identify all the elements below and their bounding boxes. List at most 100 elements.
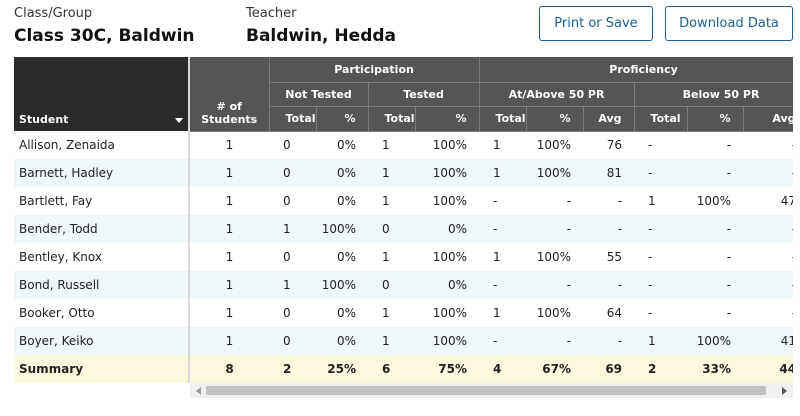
cell-aa-total: -	[493, 278, 498, 292]
teacher-name: Baldwin, Hedda	[246, 26, 397, 46]
cell-b-avg: -	[743, 243, 793, 271]
download-data-button[interactable]: Download Data	[665, 6, 793, 41]
not-tested-header: Not Tested	[269, 82, 369, 107]
cell-b-pct: -	[726, 222, 732, 236]
class-group-name: Class 30C, Baldwin	[14, 26, 195, 46]
cell-nt-pct: 0%	[336, 334, 356, 348]
cell-aa-avg: -	[617, 278, 623, 292]
cell-b-total: -	[648, 138, 653, 153]
cell-nt-total: 0	[283, 250, 291, 264]
cell-aa-total: 1	[493, 250, 501, 264]
cell-b-avg: -	[743, 215, 793, 243]
below-pct-header[interactable]: %	[687, 106, 744, 132]
cell-b-total: -	[648, 278, 653, 292]
cell-aa-total: 1	[493, 166, 501, 180]
cell-b-pct: -	[726, 306, 732, 320]
at-above-pct-header[interactable]: %	[526, 106, 584, 132]
cell-b-pct: 100%	[696, 194, 732, 208]
cell-t-total: 1	[382, 250, 390, 264]
cell-t-total: 1	[382, 334, 390, 348]
cell-t-pct: 0%	[447, 222, 468, 236]
cell-n: 1	[225, 138, 234, 153]
cell-aa-pct: 100%	[536, 250, 572, 264]
cell-nt-total: 0	[283, 334, 291, 348]
cell-b-total: 2	[648, 362, 657, 376]
cell-t-total: 6	[382, 362, 391, 376]
at-above-total-header[interactable]: Total	[479, 106, 527, 132]
cell-n: 1	[225, 166, 234, 180]
cell-nt-pct: 0%	[336, 250, 356, 264]
not-tested-total-header[interactable]: Total	[269, 106, 317, 132]
cell-nt-total: 0	[283, 194, 291, 208]
student-name: Booker, Otto	[14, 299, 190, 327]
cell-b-avg: 41	[780, 334, 793, 348]
student-name: Bentley, Knox	[14, 243, 190, 271]
horizontal-scrollbar[interactable]	[190, 383, 793, 398]
cell-b-avg: -	[743, 299, 793, 327]
at-above-avg-header[interactable]: Avg	[583, 106, 635, 132]
cell-b-avg: -	[743, 131, 793, 159]
student-name: Barnett, Hadley	[14, 159, 190, 187]
cell-nt-total: 1	[283, 222, 291, 236]
below-total-header[interactable]: Total	[634, 106, 688, 132]
cell-aa-total: -	[493, 222, 498, 236]
tested-pct-header[interactable]: %	[415, 106, 480, 132]
cell-aa-avg: 76	[606, 138, 623, 153]
proficiency-header: Proficiency	[479, 57, 793, 83]
cell-aa-pct: -	[566, 222, 572, 236]
below-avg-header[interactable]: Avg	[743, 106, 793, 132]
print-or-save-button[interactable]: Print or Save	[539, 6, 653, 41]
cell-n: 1	[225, 334, 234, 348]
cell-b-pct: -	[726, 250, 732, 264]
participation-header: Participation	[269, 57, 480, 83]
cell-aa-pct: 100%	[536, 138, 572, 153]
cell-nt-total: 2	[283, 362, 292, 376]
summary-label: Summary	[14, 355, 190, 383]
scrollbar-thumb[interactable]	[206, 386, 766, 395]
cell-aa-pct: -	[566, 334, 572, 348]
data-columns: # of Students Participation Proficiency …	[190, 57, 793, 383]
at-above-50-header: At/Above 50 PR	[479, 82, 635, 107]
cell-t-pct: 0%	[447, 278, 468, 292]
cell-n: 1	[225, 306, 234, 320]
cell-n: 1	[225, 250, 234, 264]
scroll-right-icon[interactable]	[782, 387, 787, 395]
cell-t-pct: 100%	[432, 250, 468, 264]
cell-t-pct: 75%	[438, 362, 468, 376]
teacher-info: Teacher Baldwin, Hedda	[246, 5, 396, 47]
teacher-label: Teacher	[246, 6, 297, 21]
student-name: Bond, Russell	[14, 271, 190, 299]
cell-t-pct: 100%	[432, 138, 468, 153]
cell-b-total: 1	[648, 334, 656, 348]
table-row: 1 0 0% 1 100% - - -1 100% 41	[190, 327, 793, 355]
cell-nt-pct: 0%	[336, 166, 356, 180]
tested-total-header[interactable]: Total	[368, 106, 416, 132]
cell-aa-total: -	[493, 194, 498, 208]
cell-b-total: -	[648, 306, 653, 320]
cell-b-total: -	[648, 166, 653, 180]
cell-aa-avg: 55	[606, 250, 623, 264]
cell-nt-pct: 100%	[321, 222, 356, 236]
cell-b-pct: -	[726, 138, 732, 153]
student-name: Bartlett, Fay	[14, 187, 190, 215]
student-column-header[interactable]: Student	[14, 57, 190, 131]
student-column: Student Allison, Zenaida Barnett, Hadley B…	[14, 57, 190, 383]
cell-b-pct: 33%	[702, 362, 732, 376]
cell-b-total: -	[648, 250, 653, 264]
cell-aa-pct: -	[566, 194, 572, 208]
scroll-left-icon[interactable]	[196, 387, 201, 395]
class-group-label: Class/Group	[14, 6, 93, 21]
num-students-header[interactable]: # of Students	[190, 57, 270, 132]
sort-desc-icon[interactable]	[175, 118, 183, 123]
cell-b-pct: 100%	[696, 334, 732, 348]
cell-aa-pct: -	[566, 278, 572, 292]
cell-t-pct: 100%	[432, 334, 468, 348]
student-name: Boyer, Keiko	[14, 327, 190, 355]
not-tested-pct-header[interactable]: %	[316, 106, 369, 132]
below-50-header: Below 50 PR	[634, 82, 793, 107]
cell-n: 1	[225, 278, 234, 292]
cell-aa-avg: 81	[606, 166, 623, 180]
cell-nt-total: 1	[283, 278, 291, 292]
